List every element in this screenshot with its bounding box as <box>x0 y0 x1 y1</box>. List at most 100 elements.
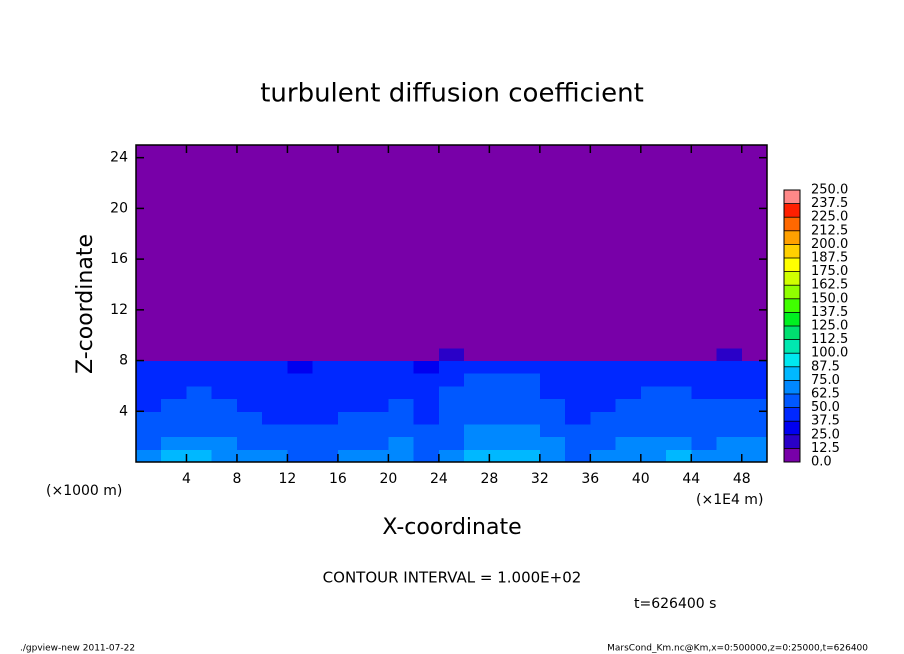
cell <box>236 385 263 400</box>
footer-left: ./gpview-new 2011-07-22 <box>20 644 135 654</box>
cell <box>489 385 516 400</box>
cell <box>464 373 490 387</box>
cell <box>236 145 263 349</box>
cell <box>539 385 566 400</box>
colorbar-label: 212.5 <box>811 223 848 238</box>
cell <box>615 373 642 387</box>
cell <box>590 423 617 438</box>
cell <box>514 449 541 463</box>
cell <box>287 423 314 438</box>
cell <box>539 423 566 438</box>
cell <box>136 411 162 425</box>
cell <box>741 449 768 463</box>
cell <box>565 411 591 425</box>
x-tick-label: 12 <box>279 471 297 487</box>
cell <box>716 373 743 387</box>
cell <box>136 360 162 374</box>
cell <box>161 145 187 349</box>
cell <box>262 347 288 362</box>
cell <box>337 449 364 463</box>
cell <box>666 385 692 400</box>
cell <box>666 398 692 412</box>
cell <box>716 411 743 425</box>
cell <box>640 423 667 438</box>
cell <box>691 347 718 362</box>
colorbar-label: 200.0 <box>811 237 848 252</box>
cell <box>161 385 187 400</box>
cell <box>438 436 465 450</box>
y-unit: (×1000 m) <box>46 483 122 499</box>
cell <box>413 360 440 374</box>
colorbar-band <box>784 366 800 381</box>
cell <box>615 145 642 349</box>
cell <box>363 449 389 463</box>
cell <box>565 360 591 374</box>
colorbar-label: 50.0 <box>811 400 840 415</box>
colorbar-band <box>784 353 800 367</box>
cell <box>337 411 364 425</box>
cell <box>716 449 743 463</box>
colorbar-band <box>784 298 800 313</box>
cell <box>539 449 566 463</box>
cell <box>565 398 591 412</box>
cell <box>438 423 465 438</box>
colorbar-label: 12.5 <box>811 441 840 456</box>
cell <box>312 145 339 349</box>
cell <box>312 347 339 362</box>
cell <box>615 423 642 438</box>
cell <box>211 360 238 374</box>
cell <box>312 373 339 387</box>
plot-frame <box>135 144 768 463</box>
cell <box>161 436 187 450</box>
cell <box>640 373 667 387</box>
cell <box>716 423 743 438</box>
cell <box>388 385 415 400</box>
colorbar-band <box>784 434 800 449</box>
cell <box>236 360 263 374</box>
cell <box>666 373 692 387</box>
x-tick-label: 8 <box>232 471 241 487</box>
cell <box>211 373 238 387</box>
x-tick-label: 16 <box>329 471 347 487</box>
cell <box>741 398 768 412</box>
cell <box>640 398 667 412</box>
cell <box>186 398 213 412</box>
colorbar-label: 150.0 <box>811 291 848 306</box>
cell <box>413 373 440 387</box>
colorbar-label: 162.5 <box>811 278 848 293</box>
cell <box>691 411 718 425</box>
cell <box>716 145 743 349</box>
cell <box>236 449 263 463</box>
colorbar-band <box>784 448 800 462</box>
x-tick-label: 24 <box>430 471 448 487</box>
cell <box>186 385 213 400</box>
cell <box>741 423 768 438</box>
cell <box>312 449 339 463</box>
cell <box>363 411 389 425</box>
cell <box>388 423 415 438</box>
cell <box>565 436 591 450</box>
y-tick-label: 12 <box>110 302 128 318</box>
cell <box>615 398 642 412</box>
cell <box>590 411 617 425</box>
cell <box>464 145 490 349</box>
cell <box>262 373 288 387</box>
cell <box>666 347 692 362</box>
y-tick-label: 4 <box>119 403 128 419</box>
colorbar-label: 0.0 <box>811 455 832 470</box>
colorbar-label: 25.0 <box>811 427 840 442</box>
cell <box>590 373 617 387</box>
cell <box>590 398 617 412</box>
cell <box>590 436 617 450</box>
cell <box>236 436 263 450</box>
cell <box>136 449 162 463</box>
cell <box>741 145 768 349</box>
cell <box>565 423 591 438</box>
cell <box>666 449 692 463</box>
cell <box>262 145 288 349</box>
colorbar-band <box>784 407 800 422</box>
cell <box>136 145 162 349</box>
cell <box>363 373 389 387</box>
cell <box>489 411 516 425</box>
cell <box>186 347 213 362</box>
